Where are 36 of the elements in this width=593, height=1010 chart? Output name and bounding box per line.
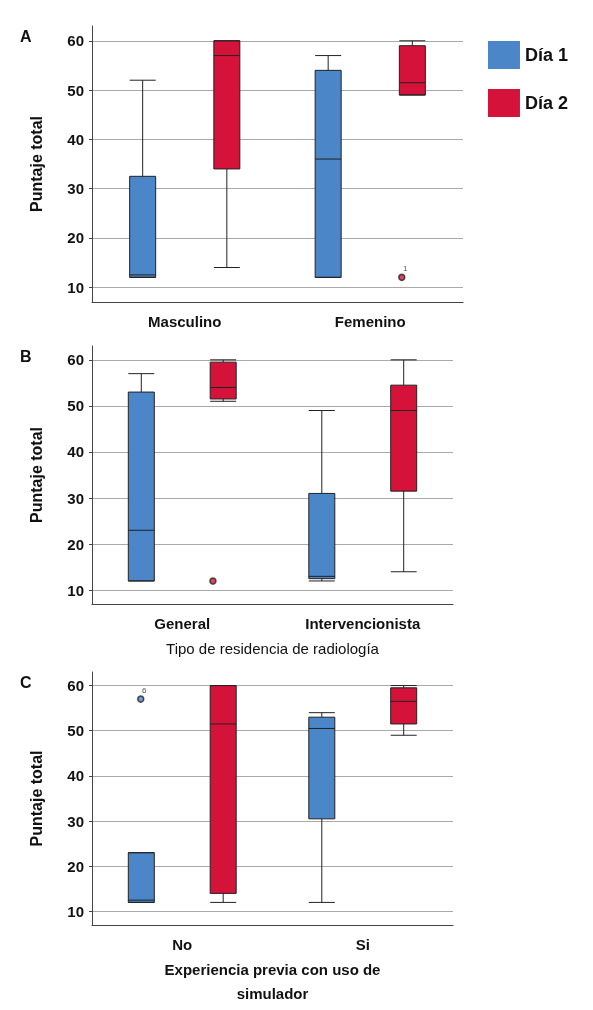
y-tick-label: 10 (67, 278, 84, 296)
y-tick-label: 60 (67, 351, 84, 369)
y-tick-label: 10 (67, 581, 84, 599)
annotation: 6 (141, 685, 147, 695)
y-tick-label: 20 (67, 535, 84, 553)
y-tick-label: 30 (67, 489, 84, 507)
y-tick-label: 50 (67, 397, 84, 415)
x-tick-label: Femenino (334, 313, 406, 330)
x-tick-label: Intervencionista (305, 615, 421, 632)
y-tick-label: 60 (67, 677, 84, 695)
y-tick-label: 60 (67, 32, 84, 50)
y-axis-title: Puntaje total (27, 426, 45, 524)
x-tick-label: Si (355, 936, 370, 953)
legend-label: Día 2 (524, 93, 569, 113)
y-tick-label: 20 (67, 229, 84, 247)
y-axis-title: Puntaje total (27, 750, 45, 847)
y-tick-label: 20 (67, 857, 84, 875)
x-axis-title: Experiencia previa con uso de simulador (164, 960, 381, 1002)
x-tick-label: General (154, 615, 211, 632)
y-tick-label: 40 (67, 443, 84, 461)
x-axis-title: Tipo de residencia de radiología (166, 639, 380, 657)
y-tick-label: 10 (67, 902, 84, 920)
y-tick-label: 30 (67, 180, 84, 198)
text: B (20, 347, 32, 365)
annotation: 1 (403, 264, 409, 274)
text: C (20, 673, 32, 691)
x-tick-label: No (172, 936, 193, 953)
y-axis-title: Puntaje total (27, 115, 45, 213)
y-tick-label: 50 (67, 81, 84, 99)
legend-label: Día 1 (524, 45, 569, 65)
y-tick-label: 40 (67, 130, 84, 148)
y-tick-label: 50 (67, 722, 84, 740)
x-tick-label: Masculino (148, 313, 222, 330)
y-tick-label: 30 (67, 812, 84, 830)
y-tick-label: 40 (67, 767, 84, 785)
text: A (20, 27, 32, 45)
